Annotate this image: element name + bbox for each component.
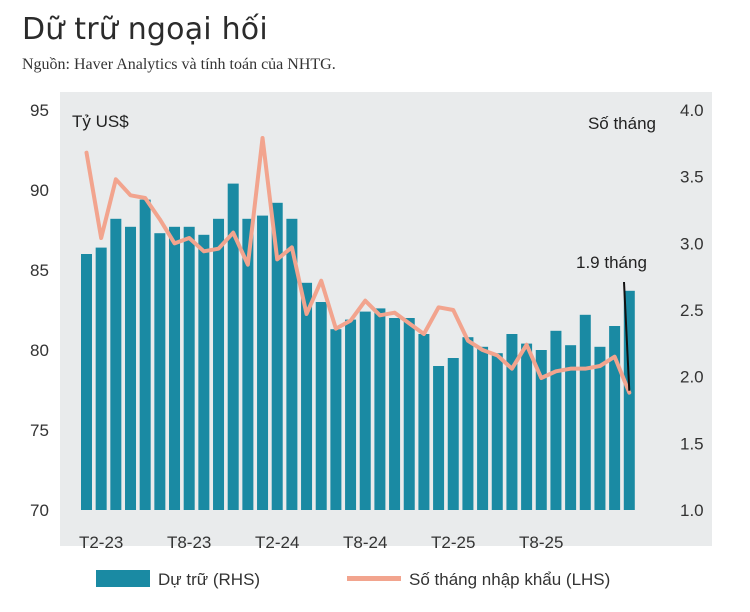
bar <box>213 218 225 511</box>
bar <box>286 218 298 511</box>
right-tick-label: 1.0 <box>680 501 704 520</box>
annotation-pointer <box>623 281 631 391</box>
annotation: 1.9 tháng <box>576 253 647 391</box>
bar <box>477 346 489 510</box>
left-axis-unit: Tỷ US$ <box>72 112 129 131</box>
bar <box>227 183 239 510</box>
legend-bar-swatch <box>96 570 150 587</box>
chart-title: Dữ trữ ngoại hối <box>22 12 268 47</box>
bar <box>125 226 137 511</box>
bar <box>345 319 357 510</box>
bar <box>389 318 401 510</box>
chart-source: Nguồn: Haver Analytics và tính toán của … <box>22 56 336 73</box>
bar <box>594 346 606 510</box>
bar <box>447 358 459 510</box>
legend-bar-label: Dự trữ (RHS) <box>158 570 260 589</box>
bar <box>374 308 386 510</box>
bar <box>183 226 195 511</box>
bar <box>95 247 107 510</box>
annotation-label: 1.9 tháng <box>576 253 647 272</box>
bar <box>301 282 313 510</box>
bar <box>315 302 327 510</box>
bar <box>579 314 591 510</box>
line-path <box>84 136 632 395</box>
left-tick-label: 75 <box>30 421 49 440</box>
right-tick-label: 1.5 <box>680 434 704 453</box>
left-tick-label: 95 <box>30 101 49 120</box>
bar <box>154 233 166 510</box>
bar <box>257 215 269 510</box>
right-axis-unit: Số tháng <box>588 114 656 133</box>
x-tick-label: T2-24 <box>255 533 299 552</box>
bar <box>521 343 533 510</box>
bar <box>330 329 342 510</box>
right-tick-label: 2.0 <box>680 368 704 387</box>
bar <box>550 330 562 510</box>
bar <box>242 218 254 511</box>
right-tick-label: 4.0 <box>680 101 704 120</box>
bar <box>565 345 577 510</box>
bar <box>506 334 518 510</box>
x-tick-label: T8-24 <box>343 533 387 552</box>
bar <box>198 234 210 511</box>
bar <box>462 337 474 510</box>
right-axis: 4.0 3.5 3.0 2.5 2.0 1.5 1.0 <box>680 101 704 520</box>
bar <box>433 366 445 510</box>
right-tick-label: 3.0 <box>680 234 704 253</box>
x-tick-label: T2-25 <box>431 533 475 552</box>
legend-line-swatch <box>347 576 401 581</box>
x-tick-label: T8-25 <box>519 533 563 552</box>
left-tick-label: 80 <box>30 341 49 360</box>
bar <box>609 326 621 510</box>
bar <box>110 218 122 511</box>
bar-series <box>81 183 635 511</box>
bar <box>139 199 151 510</box>
legend-line-label: Số tháng nhập khẩu (LHS) <box>409 570 610 589</box>
bar <box>81 254 92 510</box>
x-tick-label: T8-23 <box>167 533 211 552</box>
left-tick-label: 70 <box>30 501 49 520</box>
x-tick-label: T2-23 <box>79 533 123 552</box>
left-tick-label: 85 <box>30 261 49 280</box>
line-series <box>84 136 632 395</box>
bar <box>418 334 430 510</box>
bar <box>535 350 547 510</box>
legend: Dự trữ (RHS) Số tháng nhập khẩu (LHS) <box>96 570 610 589</box>
x-axis: T2-23 T8-23 T2-24 T8-24 T2-25 T8-25 <box>79 533 564 552</box>
right-tick-label: 2.5 <box>680 301 704 320</box>
bar <box>359 311 371 510</box>
bar <box>169 226 181 511</box>
left-tick-label: 90 <box>30 181 49 200</box>
bar <box>403 318 415 510</box>
bar <box>271 202 283 511</box>
left-axis: 95 90 85 80 75 70 <box>30 101 49 520</box>
bar <box>491 353 503 510</box>
right-tick-label: 3.5 <box>680 168 704 187</box>
bar <box>623 290 635 510</box>
